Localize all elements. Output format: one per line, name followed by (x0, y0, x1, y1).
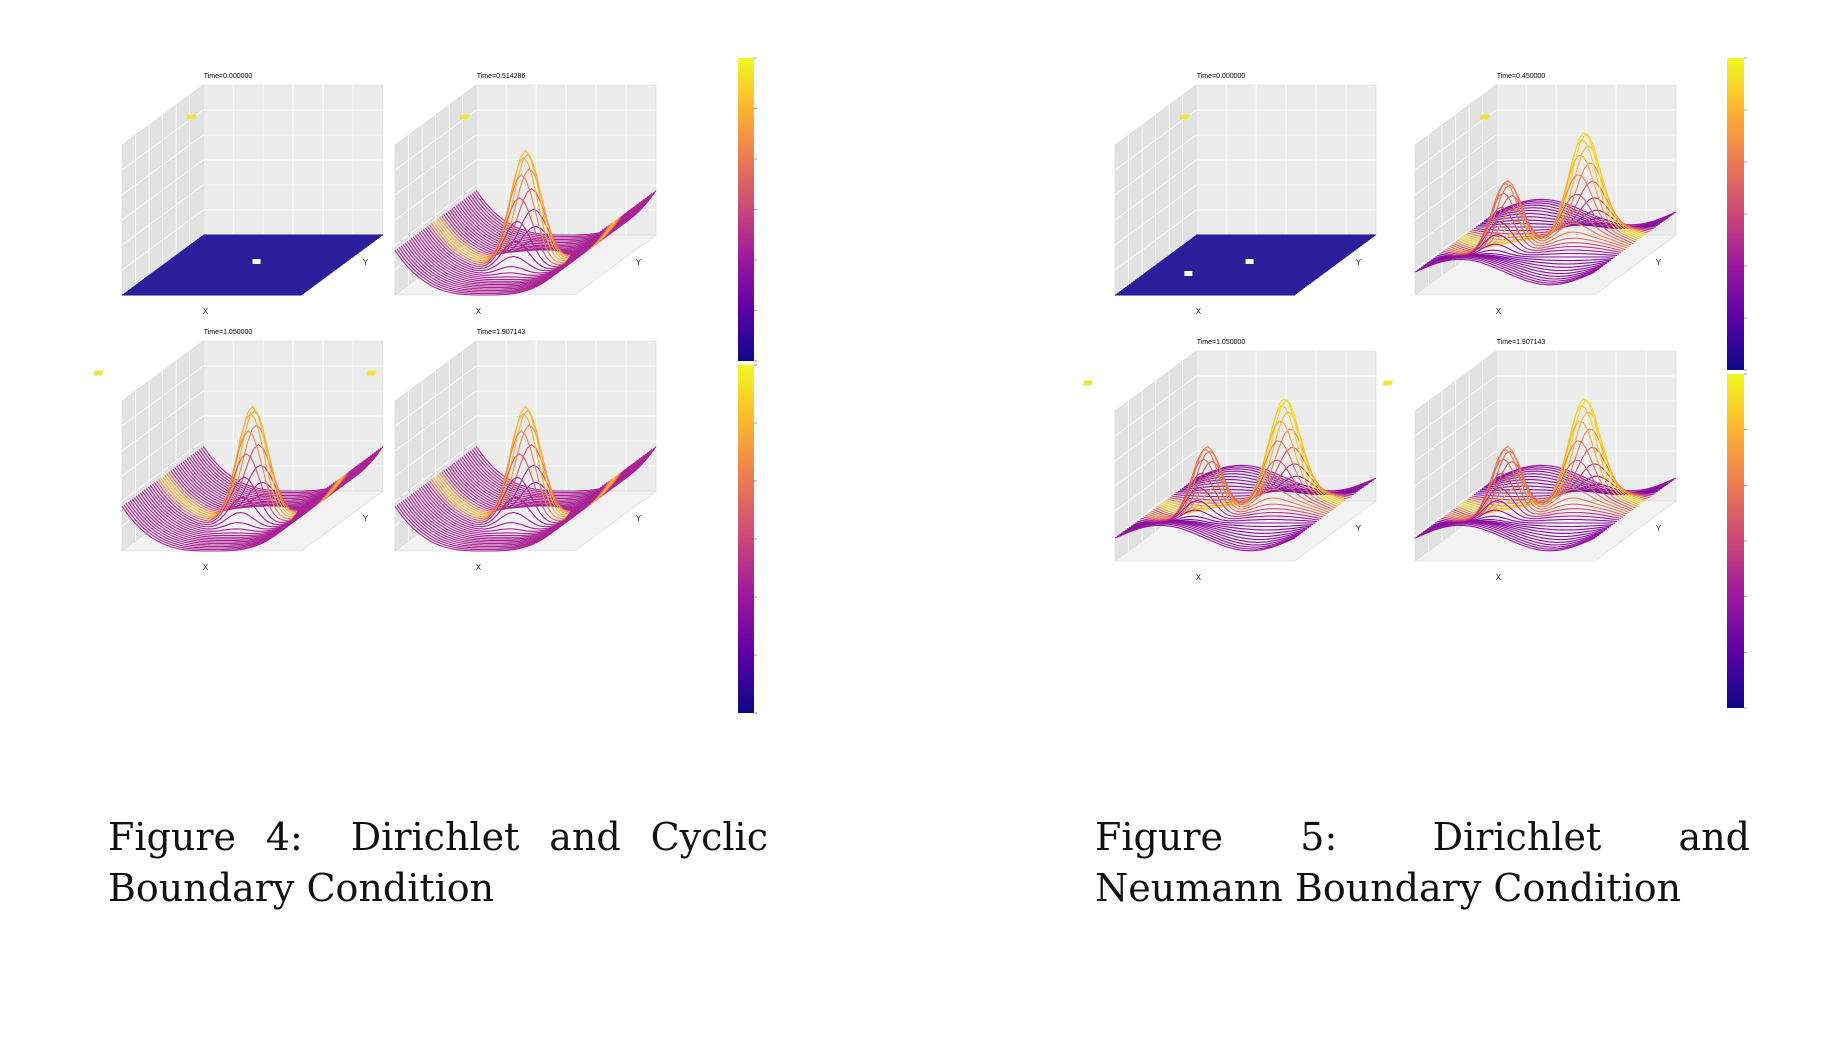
fig4-panel-1-xlabel: X (476, 307, 482, 316)
fig4-colorbar-1 (738, 365, 754, 713)
fig5-panel-1: Time=0.450000 X Y (1414, 73, 1677, 316)
fig5-panel-3-marker (1382, 380, 1394, 386)
fig5-panel-2-xlabel: X (1196, 573, 1202, 582)
figure-5-plots: Time=0.000000XYTime=0.450000XYTime=1.050… (1082, 57, 1747, 709)
fig5-panel-2-surface-line (1114, 524, 1296, 552)
figure-5-caption-text: Dirichlet and Neumann Boundary Condition (1095, 815, 1750, 910)
fig5-panel-3-surface-line (1443, 472, 1624, 522)
fig4-panel-0-xlabel: X (203, 307, 209, 316)
fig5-panel-3-surface-line (1416, 523, 1598, 550)
fig5-panel-3-surface-line (1418, 522, 1600, 548)
figure-4-caption-text: Dirichlet and Cyclic Boundary Condition (108, 815, 768, 910)
figure-5-caption: Figure 5: Dirichlet and Neumann Boundary… (1095, 812, 1750, 914)
fig4-panel-3-ylabel: Y (636, 514, 642, 523)
fig5-panel-0-source (1245, 259, 1254, 264)
fig5-panel-2-surface-line (1195, 464, 1377, 492)
fig5-panel-3-surface-line (1439, 500, 1620, 523)
fig4-panel-1-surface-line (394, 250, 576, 296)
fig5-panel-3-surface-line (1414, 524, 1596, 552)
fig4-panel-2: Time=1.050000 X Y (92, 329, 384, 572)
fig5-panel-2-surface-line (1139, 500, 1320, 523)
fig5-panel-0-source (1184, 271, 1193, 276)
fig5-panel-1-surface-line (1441, 221, 1622, 256)
fig4-panel-2-surface-line (121, 506, 303, 552)
fig4-colorbar-0 (738, 58, 754, 361)
fig5-panel-0-ylabel: Y (1356, 258, 1362, 267)
fig5-panel-2-surface-line (1153, 459, 1334, 517)
fig5-panel-3-surface-line (1493, 466, 1675, 493)
fig5-panel-1-surface-line (1443, 206, 1624, 256)
fig4-panel-2-title: Time=1.050000 (204, 329, 253, 336)
fig5-panel-2-title: Time=1.050000 (1197, 339, 1246, 346)
fig5-panel-1-surface-line (1416, 257, 1598, 284)
fig5-panel-2-surface-line (1118, 522, 1300, 548)
fig4-panel-0-marker (186, 114, 197, 120)
fig5-panel-0-marker (1179, 114, 1190, 120)
fig4-panel-1: Time=0.514286 X Y (394, 73, 657, 316)
fig5-panel-3-surface-line (1453, 459, 1634, 517)
fig4-panel-0-title: Time=0.000000 (204, 73, 253, 80)
fig5-panel-0-surface (1115, 235, 1376, 295)
figure-5-label: Figure 5: (1095, 815, 1338, 859)
fig5-panel-1-surface-line (1453, 193, 1634, 251)
fig4-panel-0-surface (122, 235, 383, 295)
fig4-panel-3-surface-line (394, 506, 576, 552)
fig5-panel-3-surface-line (1441, 487, 1622, 522)
fig4-panel-3-marker (365, 370, 377, 376)
fig5-panel-1-title: Time=0.450000 (1497, 73, 1546, 80)
figure-4-label: Figure 4: (108, 815, 303, 859)
fig5-panel-2-ylabel: Y (1356, 524, 1362, 533)
fig5-panel-1-ylabel: Y (1656, 258, 1662, 267)
fig5-panel-1-surface-line (1439, 234, 1620, 257)
fig4-panel-0-ylabel: Y (363, 258, 369, 267)
fig5-panel-0-xlabel: X (1196, 307, 1202, 316)
fig5-colorbar-0 (1727, 58, 1744, 370)
fig5-panel-1-surface-line (1493, 200, 1675, 227)
fig5-panel-0: Time=0.000000 X Y (1114, 73, 1377, 316)
figure-4: Time=0.000000 X Y Time=0.514286 X Y Time=1.050… (0, 0, 820, 1038)
fig5-panel-2-marker (1082, 380, 1094, 386)
fig5-panel-2-surface-line (1193, 466, 1375, 493)
fig4-panel-0-source (252, 259, 261, 264)
figure-4-caption: Figure 4: Dirichlet and Cyclic Boundary … (108, 812, 768, 914)
fig5-panel-2-surface-line (1116, 523, 1298, 550)
fig4-panel-3-xlabel: X (476, 563, 482, 572)
fig4-panel-1-marker (459, 114, 470, 120)
fig5-panel-1-xlabel: X (1496, 307, 1502, 316)
fig4-panel-0: Time=0.000000 X Y (121, 73, 384, 316)
fig5-panel-2-surface-line (1143, 472, 1324, 522)
fig4-panel-1-title: Time=0.514286 (477, 73, 526, 80)
fig5-panel-1-surface-line (1418, 256, 1600, 282)
fig5-panel-3-title: Time=1.907143 (1497, 339, 1546, 346)
fig5-panel-0-title: Time=0.000000 (1197, 73, 1246, 80)
figure-4-plots: Time=0.000000XYTime=0.514286XYTime=1.050… (92, 57, 757, 714)
fig5-panel-2-surface-line (1141, 487, 1322, 522)
fig5-colorbar-1 (1727, 374, 1744, 708)
fig5-panel-1-surface-line (1414, 258, 1596, 286)
fig5-panel-3-surface-line (1495, 464, 1677, 492)
fig5-panel-2: Time=1.050000 X Y (1082, 339, 1377, 582)
fig5-panel-3-xlabel: X (1496, 573, 1502, 582)
fig4-panel-2-ylabel: Y (363, 514, 369, 523)
fig5-panel-1-surface-line (1495, 198, 1677, 226)
fig4-panel-2-xlabel: X (203, 563, 209, 572)
fig5-panel-3-ylabel: Y (1656, 524, 1662, 533)
fig5-panel-3: Time=1.907143 X Y (1382, 339, 1677, 582)
fig4-panel-3-title: Time=1.907143 (477, 329, 526, 336)
fig4-panel-2-marker (92, 370, 104, 376)
fig5-panel-1-marker (1479, 114, 1490, 120)
fig4-panel-3: Time=1.907143 X Y (365, 329, 657, 572)
fig4-panel-1-ylabel: Y (636, 258, 642, 267)
